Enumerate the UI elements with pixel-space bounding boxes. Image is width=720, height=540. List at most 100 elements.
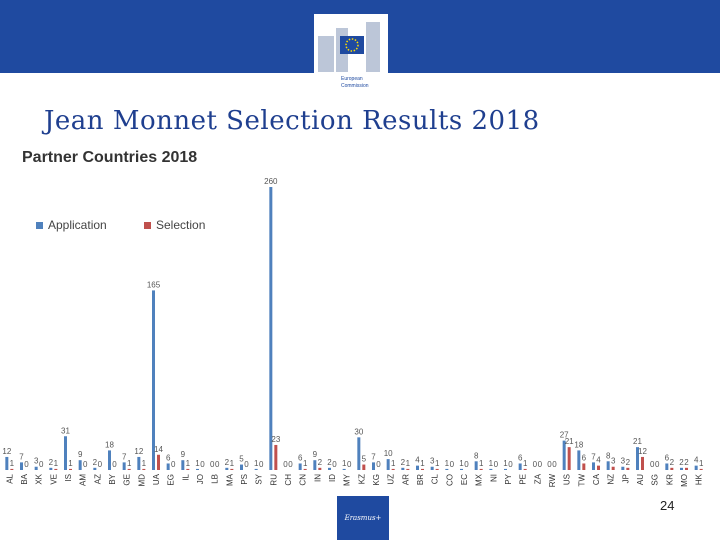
bar: [225, 467, 229, 470]
data-label: 8: [474, 451, 479, 460]
bar: [274, 444, 278, 470]
bar: [10, 468, 14, 470]
data-label: 0: [83, 460, 88, 469]
data-label: 0: [450, 460, 455, 469]
data-label: 8: [606, 451, 611, 460]
data-label: 0: [24, 460, 29, 469]
data-label: 21: [565, 437, 574, 446]
bar: [582, 463, 586, 470]
org-line: Commission: [341, 83, 369, 89]
bar: [626, 467, 630, 470]
legend-swatch: [36, 222, 43, 229]
data-label: 2: [679, 458, 684, 467]
legend-label: Selection: [156, 218, 205, 232]
data-label: 1: [142, 459, 147, 468]
data-label: 0: [494, 460, 499, 469]
bar: [254, 468, 258, 470]
x-tick-label: SG: [651, 474, 660, 486]
bar: [372, 462, 375, 470]
data-label: 1: [479, 459, 484, 468]
bar: [303, 468, 307, 470]
bar: [597, 465, 600, 470]
data-label: 14: [154, 445, 163, 454]
bar: [142, 468, 146, 470]
data-label: 30: [354, 427, 363, 436]
bar: [430, 466, 434, 470]
bar: [357, 437, 361, 470]
bar: [362, 464, 366, 470]
bar: [181, 460, 185, 470]
data-label: 1: [68, 459, 73, 468]
x-tick-label: CA: [592, 473, 601, 485]
bar: [20, 462, 23, 470]
bar: [567, 447, 571, 470]
data-label: 165: [147, 280, 161, 289]
bar: [230, 468, 234, 470]
bar: [435, 468, 439, 470]
data-label: 2: [670, 458, 675, 467]
x-tick-label: LB: [211, 474, 220, 484]
x-tick-label: BY: [108, 473, 117, 484]
bar: [5, 456, 9, 470]
data-label: 1: [523, 459, 528, 468]
data-label: 7: [122, 452, 127, 461]
bar: [166, 463, 170, 470]
data-label: 3: [430, 457, 435, 466]
data-label: 7: [371, 452, 376, 461]
data-label: 0: [210, 460, 215, 469]
bar: [196, 468, 199, 470]
bar: [694, 465, 698, 470]
x-tick-label: US: [563, 474, 572, 485]
bar: [269, 187, 273, 470]
x-tick-label: PE: [519, 474, 528, 485]
data-label: 2: [626, 458, 631, 467]
data-label: 2: [225, 458, 230, 467]
bar: [186, 468, 190, 470]
data-label: 0: [533, 460, 538, 469]
x-tick-label: KR: [665, 474, 674, 485]
bar: [391, 468, 395, 470]
bar: [157, 454, 160, 470]
x-tick-label: KZ: [357, 474, 366, 484]
data-label: 6: [582, 453, 587, 462]
legend-label: Application: [48, 218, 107, 232]
data-label: 0: [98, 460, 103, 469]
bar: [108, 450, 111, 470]
x-tick-label: PS: [240, 474, 249, 485]
bar: [342, 468, 346, 470]
data-label: 2: [93, 458, 98, 467]
x-tick-label: CH: [284, 474, 293, 486]
bar: [460, 468, 463, 470]
bar: [641, 456, 644, 470]
data-label: 1: [10, 459, 15, 468]
x-tick-label: IS: [64, 474, 73, 482]
data-label: 1: [435, 459, 440, 468]
data-label: 31: [61, 426, 70, 435]
data-label: 9: [181, 450, 186, 459]
data-label: 0: [508, 460, 513, 469]
data-label: 0: [171, 460, 176, 469]
data-label: 2: [401, 458, 406, 467]
bar: [699, 468, 703, 470]
bar: [504, 468, 507, 470]
bar: [78, 460, 82, 470]
bar: [592, 462, 595, 470]
data-label: 18: [574, 440, 583, 449]
data-label: 1: [459, 459, 464, 468]
x-tick-label: NZ: [607, 474, 616, 485]
data-label: 2: [318, 458, 323, 467]
bar: [562, 440, 566, 470]
bar: [137, 456, 141, 470]
x-tick-label: AL: [5, 473, 14, 483]
data-label: 2: [49, 458, 54, 467]
x-tick-label: GE: [123, 474, 132, 486]
data-label: 21: [633, 437, 642, 446]
x-tick-label: AM: [79, 474, 88, 486]
data-label: 260: [264, 177, 278, 186]
x-tick-label: NI: [489, 474, 498, 482]
bar: [685, 467, 688, 470]
bar: [445, 468, 449, 470]
bar: [328, 467, 331, 470]
data-label: 5: [362, 455, 367, 464]
bar: [318, 467, 322, 470]
